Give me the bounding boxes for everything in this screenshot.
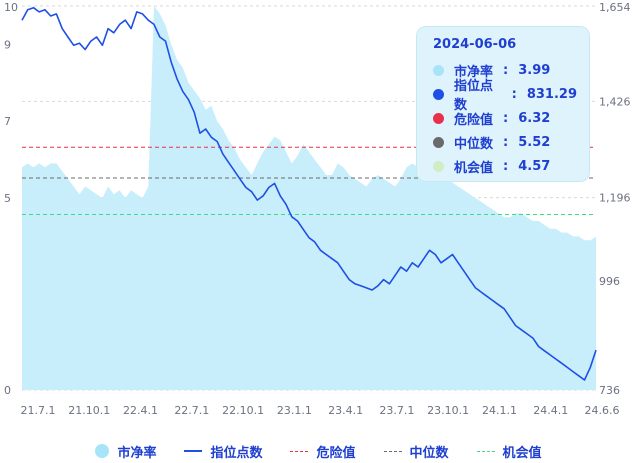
legend-label: 市净率 [117,445,157,461]
y-left-tick-label: 9 [4,38,11,51]
x-tick-label: 24.4.1 [533,404,568,417]
x-tick-label: 23.4.1 [328,404,363,417]
x-tick-label: 23.7.1 [379,404,414,417]
tooltip-dot [433,112,444,124]
y-left-tick-label: 5 [4,192,11,205]
legend-label: 危险值 [316,445,356,461]
legend-swatch [476,450,495,452]
area-series-pb [22,6,596,390]
legend-item-median[interactable]: 中位数 [383,442,449,461]
tooltip-dot [433,64,444,76]
legend-swatch [290,450,309,452]
tooltip-date: 2024-06-06 [433,37,517,52]
legend-item-opportunity[interactable]: 机会值 [476,442,542,461]
x-tick-label: 24.6.6 [585,404,620,417]
legend-label: 指位点数 [210,445,263,461]
tooltip-dot [433,88,444,100]
legend-swatch [383,450,402,452]
tooltip-label: 危险值 [454,112,494,128]
tooltip-label: 指位点数 [454,79,494,113]
y-left-tick-label: 10 [4,1,18,14]
y-left-tick-label: 7 [4,115,11,128]
legend-label: 机会值 [502,445,542,461]
tooltip-value: 3.99 [518,62,551,78]
x-tick-label: 22.7.1 [174,404,209,417]
legend-item-pb[interactable]: 市净率 [95,442,156,461]
x-tick-label: 22.4.1 [123,404,158,417]
x-tick-label: 24.1.1 [482,404,517,417]
y-right-tick-label: 1,426 [599,95,631,108]
x-tick-label: 21.10.1 [68,404,110,417]
x-tick-label: 23.10.1 [427,404,469,417]
line-series-index [21,6,597,381]
tooltip-row-opportunity: 机会值:4.57 [433,154,577,178]
x-tick-label: 23.1.1 [277,404,312,417]
tooltip-value: 4.57 [518,158,551,174]
legend-item-index[interactable]: 指位点数 [184,442,262,461]
tooltip-row-index: 指位点数:831.29 [433,79,577,113]
tooltip-label: 机会值 [454,160,494,176]
y-right-tick-label: 1,654 [599,1,631,14]
tooltip-value: 5.52 [518,134,551,150]
tooltip-dot [433,160,444,172]
tooltip-dot [433,136,444,148]
legend-swatch [95,444,110,458]
y-left-tick-label: 0 [4,384,11,397]
tooltip-row-pb: 市净率:3.99 [433,58,577,82]
tooltip-label: 中位数 [454,136,494,152]
tooltip: 2024-06-06 市净率:3.99 指位点数:831.29 危险值:6.32… [416,26,590,182]
legend-label: 中位数 [409,445,449,461]
y-right-tick-label: 996 [599,275,620,288]
legend-swatch [184,450,203,452]
tooltip-label: 市净率 [454,64,494,80]
x-tick-label: 22.10.1 [222,404,264,417]
y-right-tick-label: 1,196 [599,192,631,205]
legend: 市净率 指位点数 危险值 中位数 机会值 [0,440,637,462]
y-right-tick-label: 736 [599,384,620,397]
tooltip-value: 6.32 [518,110,551,126]
legend-item-danger[interactable]: 危险值 [290,442,356,461]
tooltip-row-median: 中位数:5.52 [433,130,577,154]
tooltip-value: 831.29 [526,86,577,102]
tooltip-row-danger: 危险值:6.32 [433,106,577,130]
x-tick-label: 21.7.1 [21,404,56,417]
